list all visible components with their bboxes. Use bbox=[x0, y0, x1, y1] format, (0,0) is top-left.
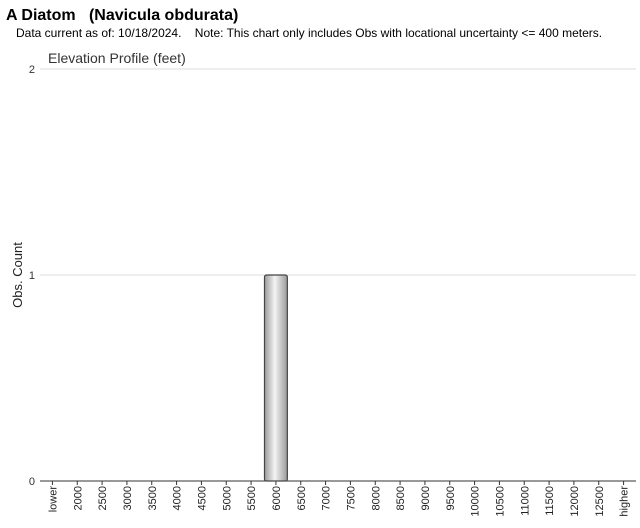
x-tick-label: 9000 bbox=[420, 486, 432, 510]
y-tick-label: 2 bbox=[29, 64, 35, 76]
x-tick-label: 11500 bbox=[544, 486, 556, 516]
x-tick-label: 11000 bbox=[519, 486, 531, 516]
x-tick-label: higher bbox=[619, 486, 631, 517]
y-axis-label: Obs. Count bbox=[10, 242, 25, 308]
subtitle: Data current as of: 10/18/2024. Note: Th… bbox=[16, 26, 602, 40]
x-tick-label: 8000 bbox=[370, 486, 382, 510]
x-tick-label: lower bbox=[47, 486, 59, 513]
x-tick-label: 4000 bbox=[172, 486, 184, 510]
x-tick-label: 6000 bbox=[271, 486, 283, 510]
x-tick-label: 4500 bbox=[196, 486, 208, 510]
title: A Diatom (Navicula obdurata) bbox=[6, 7, 238, 24]
x-tick-label: 7000 bbox=[321, 486, 333, 510]
x-tick-label: 12000 bbox=[569, 486, 581, 517]
x-tick-label: 2000 bbox=[72, 486, 84, 510]
x-tick-label: 8500 bbox=[395, 486, 407, 510]
x-tick-label: 10500 bbox=[494, 486, 506, 517]
x-tick-label: 3500 bbox=[147, 486, 159, 510]
x-tick-label: 7500 bbox=[345, 486, 357, 510]
y-tick-label: 0 bbox=[29, 476, 35, 488]
x-tick-label: 3000 bbox=[122, 486, 134, 510]
x-tick-label: 5000 bbox=[221, 486, 233, 510]
y-tick-label: 1 bbox=[29, 270, 35, 282]
x-tick-label: 12500 bbox=[594, 486, 606, 517]
x-tick-label: 5500 bbox=[246, 486, 258, 510]
x-tick-label: 9500 bbox=[445, 486, 457, 510]
bar bbox=[263, 274, 288, 482]
x-tick-label: 10000 bbox=[470, 486, 482, 517]
x-tick-label: 2500 bbox=[97, 486, 109, 510]
x-tick-label: 6500 bbox=[296, 486, 308, 510]
chart-title: Elevation Profile (feet) bbox=[48, 50, 186, 66]
